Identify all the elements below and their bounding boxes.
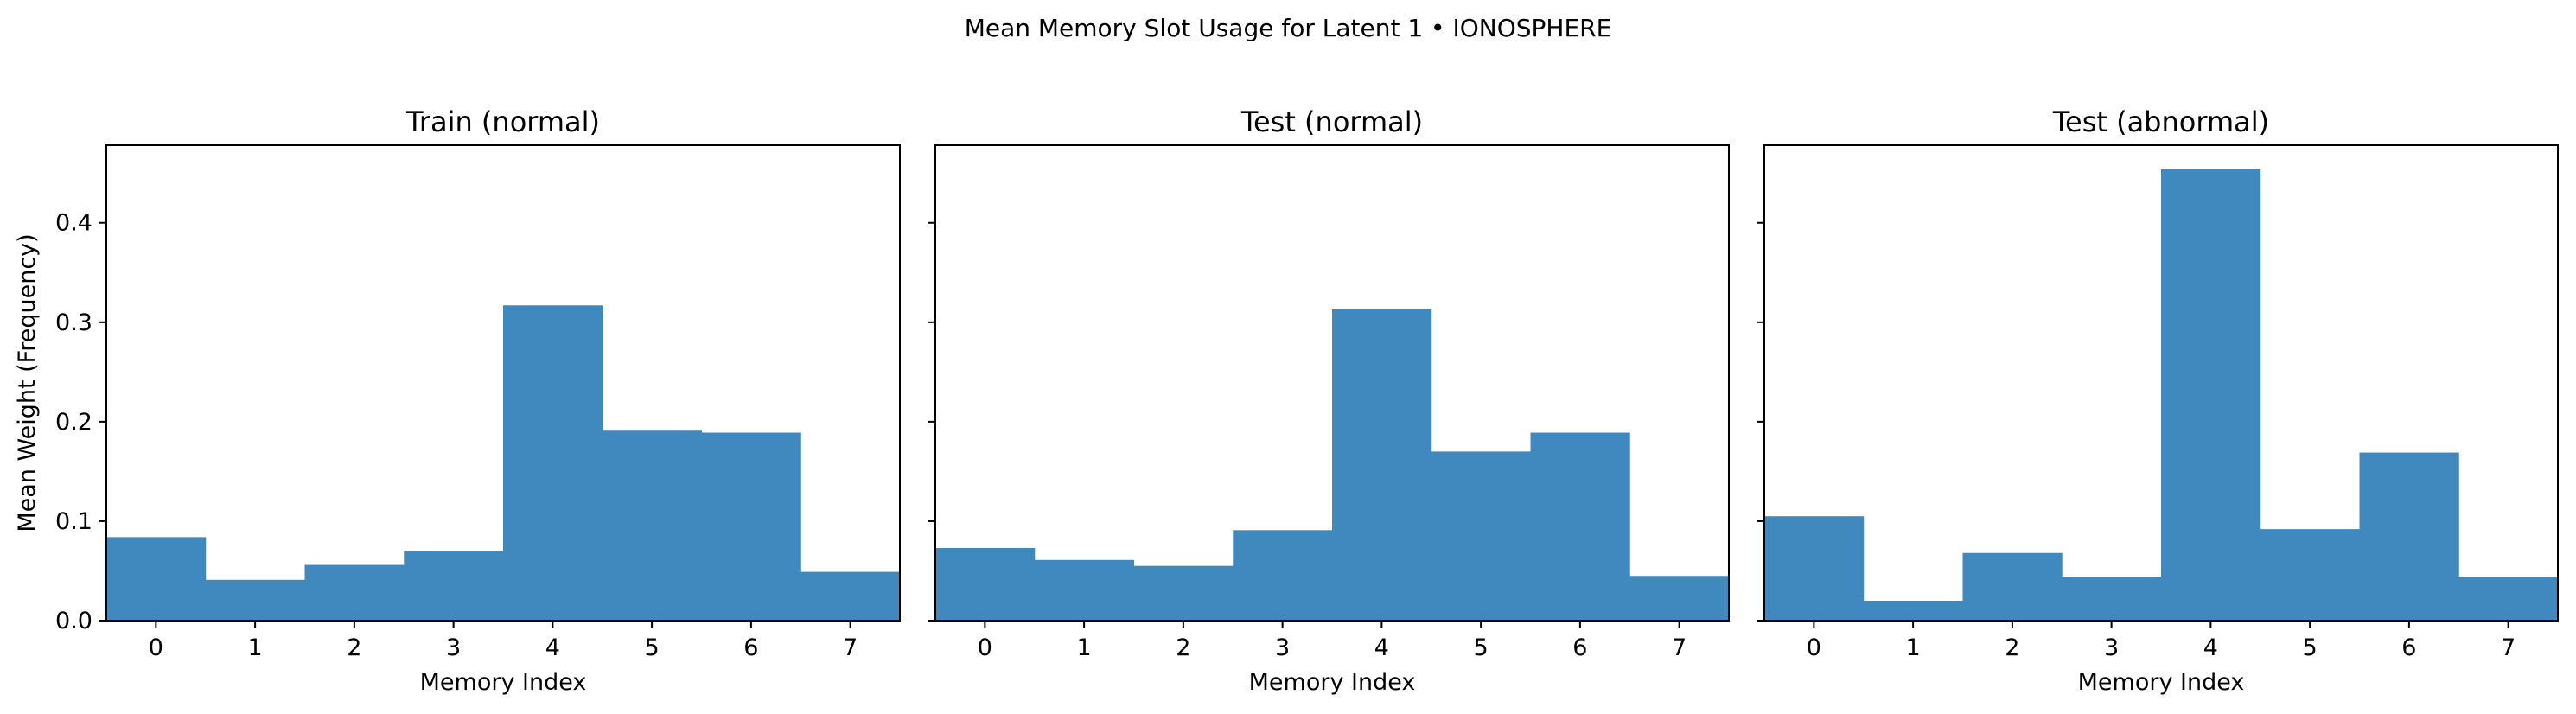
bar-panel2-index-4	[1332, 309, 1432, 621]
y-tick-label-panel1: 0.2	[55, 409, 92, 436]
x-tick-label-panel2: 2	[1176, 634, 1190, 661]
bar-panel3-index-4	[2161, 169, 2261, 622]
bar-panel2-index-3	[1233, 530, 1333, 621]
y-tick-label-panel1: 0.4	[55, 210, 92, 237]
bar-panel2-index-0	[935, 548, 1036, 621]
x-tick-label-panel1: 1	[248, 634, 263, 661]
x-tick-label-panel3: 6	[2401, 634, 2416, 661]
bar-panel3-index-7	[2458, 577, 2559, 621]
panel-title-2: Test (normal)	[1240, 105, 1423, 138]
x-tick-label-panel3: 2	[2005, 634, 2019, 661]
x-tick-label-panel3: 7	[2501, 634, 2515, 661]
x-tick-label-panel3: 0	[1807, 634, 1821, 661]
x-tick-label-panel3: 3	[2104, 634, 2119, 661]
x-axis-label-panel3: Memory Index	[2078, 669, 2245, 696]
panel-title-3: Test (abnormal)	[2052, 105, 2269, 138]
bar-panel3-index-3	[2062, 577, 2162, 621]
bar-panel1-index-1	[205, 579, 305, 621]
plot-frame-panel1	[105, 144, 901, 622]
x-tick-label-panel1: 6	[743, 634, 758, 661]
bar-panel1-index-3	[404, 551, 504, 621]
x-tick-label-panel2: 1	[1077, 634, 1092, 661]
x-tick-label-panel2: 5	[1474, 634, 1489, 661]
y-axis-label-panel1: Mean Weight (Frequency)	[14, 233, 41, 532]
bar-panel2-index-2	[1133, 565, 1234, 621]
x-tick-label-panel1: 7	[843, 634, 858, 661]
bar-panel2-index-5	[1431, 451, 1531, 621]
x-tick-label-panel2: 7	[1672, 634, 1687, 661]
x-tick-label-panel2: 6	[1572, 634, 1587, 661]
panel-title-1: Train (normal)	[405, 105, 600, 138]
bar-panel3-index-6	[2359, 452, 2459, 621]
x-tick-label-panel2: 4	[1374, 634, 1389, 661]
x-tick-label-panel3: 1	[1906, 634, 1921, 661]
bar-panel2-index-1	[1034, 559, 1134, 621]
bar-panel1-index-5	[602, 430, 702, 621]
x-tick-label-panel3: 5	[2303, 634, 2318, 661]
x-tick-label-panel1: 4	[545, 634, 560, 661]
bar-panel1-index-2	[304, 564, 405, 621]
plot-frame-panel2	[934, 144, 1730, 622]
bar-panel3-index-2	[1962, 552, 2063, 621]
x-axis-label-panel2: Memory Index	[1249, 669, 1416, 696]
bar-panel1-index-4	[503, 305, 603, 621]
plot-frame-panel3	[1763, 144, 2559, 622]
bar-panel1-index-0	[106, 537, 207, 621]
figure-suptitle: Mean Memory Slot Usage for Latent 1 • IO…	[965, 14, 1612, 42]
x-axis-label-panel1: Memory Index	[420, 669, 587, 696]
bar-panel2-index-6	[1530, 432, 1630, 621]
bar-panel3-index-1	[1863, 600, 1963, 621]
bar-panel1-index-7	[800, 571, 901, 621]
x-tick-label-panel1: 5	[645, 634, 660, 661]
bar-panel2-index-7	[1629, 576, 1730, 621]
bar-panel3-index-5	[2260, 529, 2360, 621]
y-tick-label-panel1: 0.1	[55, 508, 92, 535]
y-tick-label-panel1: 0.0	[55, 608, 92, 634]
y-tick-label-panel1: 0.3	[55, 309, 92, 336]
x-tick-label-panel1: 0	[149, 634, 163, 661]
x-tick-label-panel3: 4	[2203, 634, 2218, 661]
x-tick-label-panel1: 2	[347, 634, 361, 661]
bar-panel1-index-6	[701, 432, 801, 621]
x-tick-label-panel1: 3	[446, 634, 461, 661]
bar-panel3-index-0	[1764, 516, 1865, 621]
x-tick-label-panel2: 3	[1275, 634, 1290, 661]
x-tick-label-panel2: 0	[978, 634, 992, 661]
